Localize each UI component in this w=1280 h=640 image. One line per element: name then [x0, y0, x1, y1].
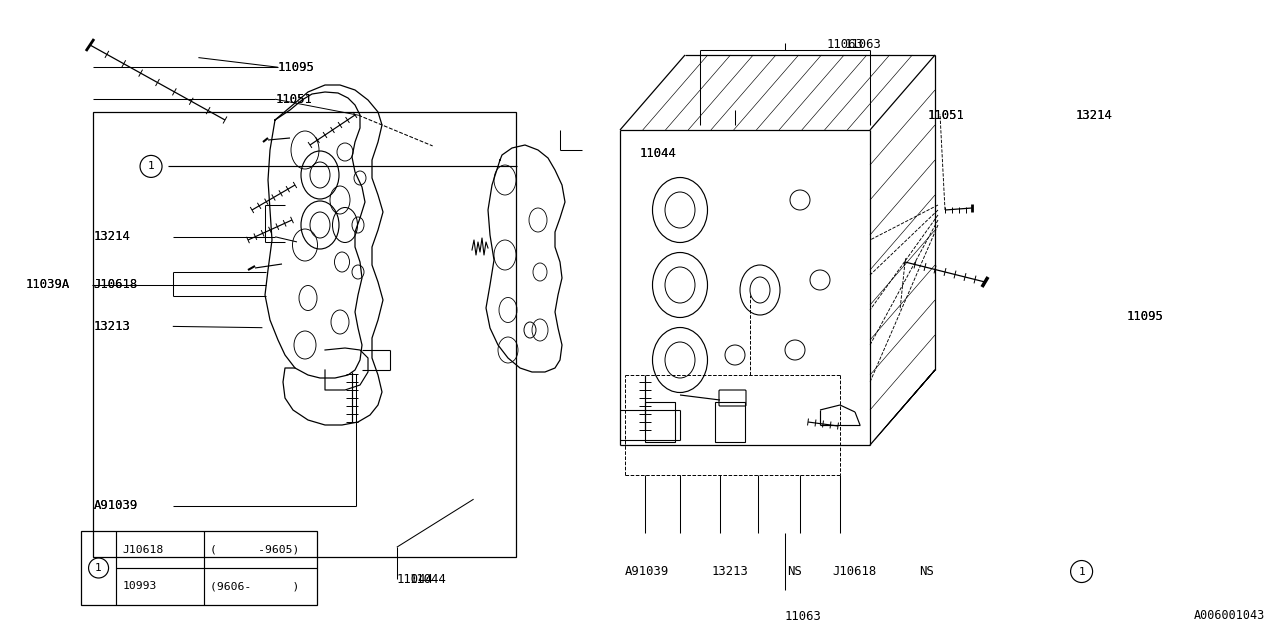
Text: J10618: J10618 — [93, 278, 138, 291]
Text: 11044: 11044 — [640, 147, 677, 160]
Text: 11051: 11051 — [928, 109, 965, 122]
Text: 11039A: 11039A — [26, 278, 70, 291]
Text: J10618: J10618 — [93, 278, 138, 291]
Text: 11051: 11051 — [275, 93, 312, 106]
Text: 13214: 13214 — [93, 230, 131, 243]
Bar — [645, 402, 675, 442]
Text: (      -9605): ( -9605) — [210, 545, 300, 555]
Text: (9606-      ): (9606- ) — [210, 581, 300, 591]
Text: 13213: 13213 — [93, 320, 131, 333]
Text: 11063: 11063 — [845, 38, 882, 51]
Bar — [93, 112, 516, 557]
Text: 13214: 13214 — [1075, 109, 1112, 122]
Text: 11095: 11095 — [1126, 310, 1164, 323]
Text: 1: 1 — [147, 161, 155, 172]
Text: 11051: 11051 — [275, 93, 312, 106]
Bar — [716, 402, 745, 442]
Text: 11039A: 11039A — [26, 278, 70, 291]
Text: 11095: 11095 — [1126, 310, 1164, 323]
Text: A006001043: A006001043 — [1194, 609, 1265, 622]
Text: 11063: 11063 — [785, 610, 822, 623]
Text: 11044: 11044 — [397, 573, 434, 586]
Text: 11063: 11063 — [827, 38, 863, 51]
Text: 1: 1 — [95, 563, 102, 573]
Text: J10618: J10618 — [832, 565, 877, 578]
Text: 11095: 11095 — [278, 61, 315, 74]
Text: 10993: 10993 — [123, 581, 157, 591]
Text: 11095: 11095 — [278, 61, 315, 74]
Text: NS: NS — [919, 565, 934, 578]
Text: A91039: A91039 — [93, 499, 138, 512]
Text: 11044: 11044 — [640, 147, 677, 160]
Text: 13214: 13214 — [93, 230, 131, 243]
Text: NS: NS — [787, 565, 803, 578]
Text: 13214: 13214 — [1075, 109, 1112, 122]
Text: 11044: 11044 — [410, 573, 447, 586]
Text: 11051: 11051 — [928, 109, 965, 122]
Text: 13213: 13213 — [93, 320, 131, 333]
Text: 1: 1 — [1078, 566, 1085, 577]
Text: A91039: A91039 — [625, 565, 669, 578]
Text: J10618: J10618 — [123, 545, 164, 555]
Bar — [81, 531, 317, 605]
Text: A91039: A91039 — [93, 499, 138, 512]
Text: 13213: 13213 — [712, 565, 749, 578]
